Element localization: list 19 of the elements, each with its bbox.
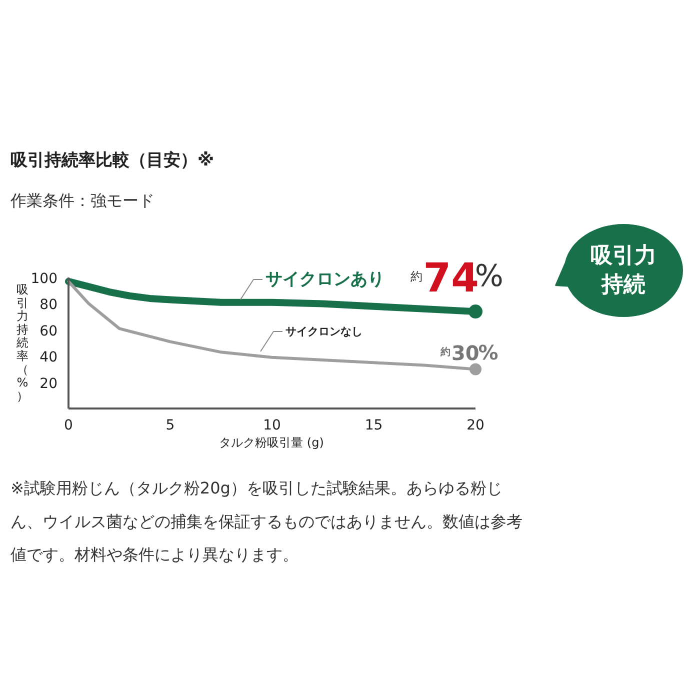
y-tick-label: 80 bbox=[40, 297, 58, 314]
series-label: サイクロンなし bbox=[286, 325, 362, 338]
y-tick-label: 40 bbox=[40, 350, 58, 366]
series-label: サイクロンあり bbox=[266, 270, 384, 290]
text: 率（%） bbox=[16, 349, 28, 403]
x-tick-label: 15 bbox=[364, 418, 383, 434]
x-axis-title: タルク粉吸引量 (g) bbox=[219, 436, 324, 450]
text: 吸引力持続 bbox=[590, 244, 656, 298]
y-tick-label: 60 bbox=[40, 323, 58, 340]
chart-title: 吸引持続率比較（目安）※ bbox=[10, 150, 214, 170]
x-tick-label: 20 bbox=[466, 418, 484, 434]
text: 吸引力持続 bbox=[16, 282, 28, 350]
y-tick-label: 20 bbox=[40, 376, 58, 392]
x-tick-label: 5 bbox=[166, 418, 175, 434]
text: ※試験用粉じん（タルク粉20g）を吸引した試験結果。あらゆる粉じん、ウイルス菌などの捕集を保証するものではありません。数値は参考値です。材料や条件により異なります。 bbox=[10, 478, 522, 564]
y-tick-label: 100 bbox=[30, 271, 58, 287]
chart-subtitle: 作業条件：強モード bbox=[10, 191, 154, 210]
x-tick-label: 0 bbox=[64, 418, 73, 434]
x-tick-label: 10 bbox=[263, 418, 281, 434]
